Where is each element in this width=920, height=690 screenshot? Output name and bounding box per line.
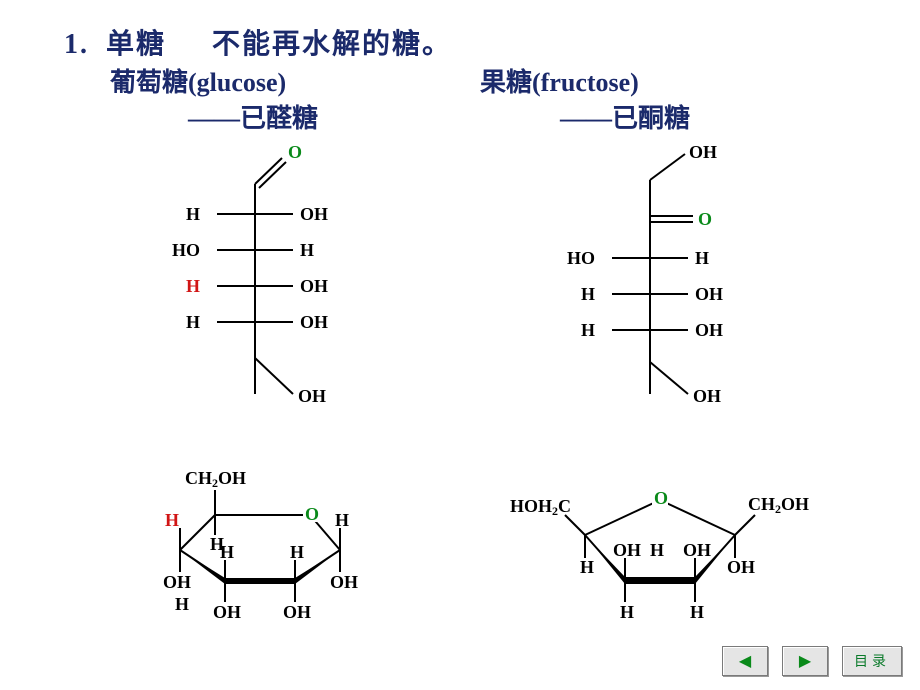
svg-text:OH: OH [613, 540, 641, 560]
fructose-title: 果糖(fructose) [480, 62, 639, 99]
fructose-fischer-diagram: OH O HO H H OH H OH OH [545, 140, 765, 450]
next-icon: ▶ [799, 651, 811, 671]
svg-text:H: H [620, 602, 634, 622]
svg-text:H: H [690, 602, 704, 622]
svg-text:OH: OH [330, 572, 358, 592]
svg-text:H: H [581, 284, 595, 304]
svg-text:OH: OH [727, 557, 755, 577]
glucose-aldehyde-o: O [288, 142, 302, 162]
fructose-subtitle: 已酮糖 [612, 104, 690, 133]
svg-text:OH: OH [300, 276, 328, 296]
heading-number: 1. [64, 29, 89, 60]
fructose-ring-left-ch2oh: HOH2C [510, 496, 571, 518]
svg-text:OH: OH [300, 204, 328, 224]
svg-text:H: H [186, 312, 200, 332]
next-button[interactable]: ▶ [782, 646, 828, 676]
prev-button[interactable]: ◀ [722, 646, 768, 676]
svg-text:H: H [175, 594, 189, 614]
svg-text:OH: OH [693, 386, 721, 406]
svg-text:H: H [290, 542, 304, 562]
svg-text:O: O [698, 209, 712, 229]
svg-text:H: H [300, 240, 314, 260]
heading-definition: 不能再水解的糖。 [212, 29, 452, 60]
svg-text:H: H [580, 557, 594, 577]
fructose-ring-diagram: O HOH2C H CH2OH OH OH H OH H H [510, 460, 810, 660]
svg-text:OH: OH [283, 602, 311, 622]
svg-text:OH: OH [163, 572, 191, 592]
svg-text:H: H [335, 510, 349, 530]
glucose-fischer-diagram: O H OH HO H H OH H OH OH [150, 140, 370, 450]
glucose-subtitle-prefix: —— [188, 104, 240, 133]
svg-text:OH: OH [683, 540, 711, 560]
nav-row: ◀ ▶ 目录 [722, 646, 902, 676]
svg-text:H: H [695, 248, 709, 268]
svg-text:OH: OH [689, 142, 717, 162]
svg-text:O: O [654, 488, 668, 508]
svg-text:HO: HO [567, 248, 595, 268]
svg-text:H: H [186, 276, 200, 296]
heading-term: 单糖 [106, 29, 166, 60]
svg-text:HO: HO [172, 240, 200, 260]
fructose-ring-right-ch2oh: CH2OH [748, 494, 809, 516]
svg-text:OH: OH [695, 320, 723, 340]
fructose-subtitle-prefix: —— [560, 104, 612, 133]
glucose-ring-ch2oh: CH2OH [185, 468, 246, 490]
svg-text:OH: OH [213, 602, 241, 622]
glucose-subtitle: 已醛糖 [240, 104, 318, 133]
svg-text:O: O [305, 504, 319, 524]
toc-label: 目录 [854, 651, 890, 671]
svg-text:OH: OH [300, 312, 328, 332]
svg-text:H: H [186, 204, 200, 224]
glucose-title: 葡萄糖(glucose) [110, 62, 286, 99]
svg-text:OH: OH [298, 386, 326, 406]
svg-text:H: H [220, 542, 234, 562]
glucose-ring-diagram: O CH2OH H H OH H H OH H OH H OH [125, 460, 385, 660]
svg-text:H: H [165, 510, 179, 530]
prev-icon: ◀ [739, 651, 751, 671]
svg-text:OH: OH [695, 284, 723, 304]
svg-text:H: H [650, 540, 664, 560]
svg-text:H: H [581, 320, 595, 340]
toc-button[interactable]: 目录 [842, 646, 902, 676]
